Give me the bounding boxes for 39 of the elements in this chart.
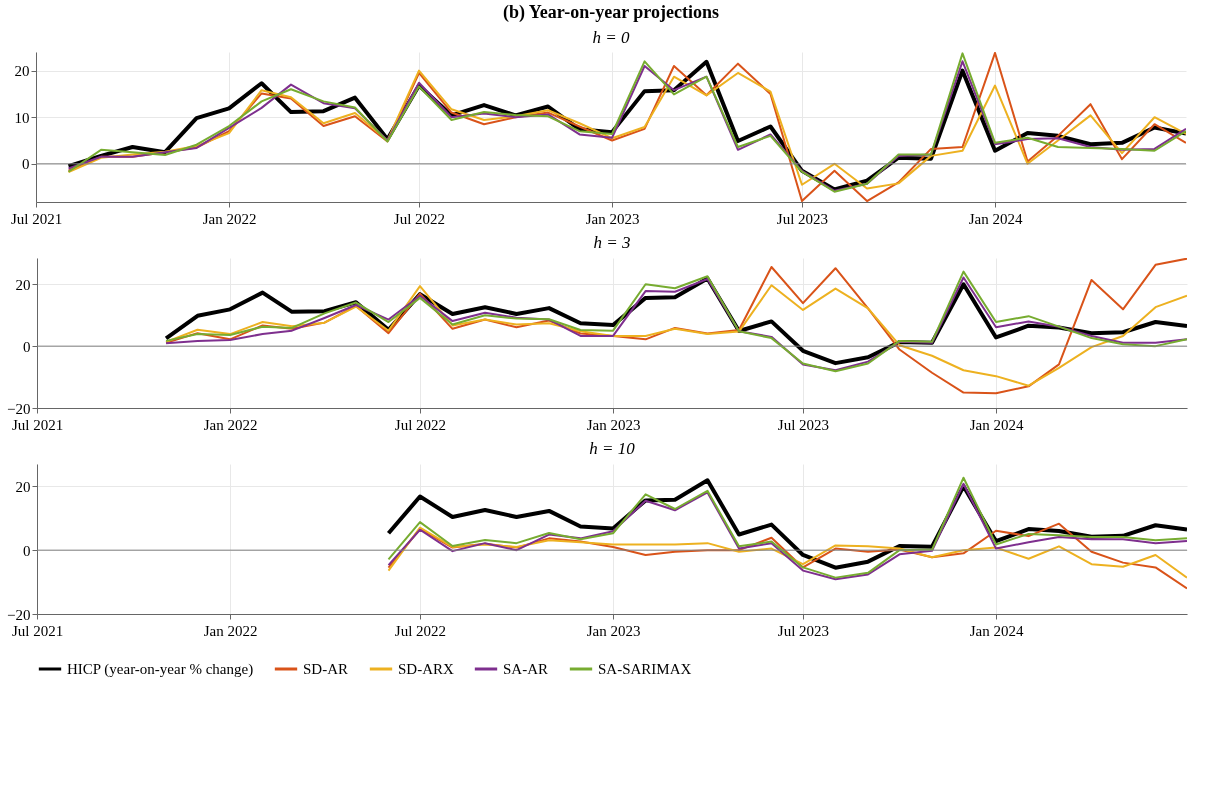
x-tick-label: Jul 2022 xyxy=(393,210,446,227)
x-tick-label: Jul 2021 xyxy=(11,622,64,639)
y-tick-label: 10 xyxy=(14,109,30,126)
legend-label: SD-AR xyxy=(303,661,349,677)
x-tick-label: Jan 2022 xyxy=(203,622,258,639)
line-series xyxy=(387,526,1187,579)
legend-label: SD-ARX xyxy=(398,661,455,677)
x-tick-label: Jan 2023 xyxy=(586,416,641,433)
x-tick-label: Jul 2022 xyxy=(394,622,447,639)
chart-title: h = 3 xyxy=(593,233,631,252)
y-tick-label: 0 xyxy=(23,542,31,559)
y-tick-label: 0 xyxy=(23,338,31,355)
chart-title: (b) Year-on-year projections xyxy=(503,2,719,23)
x-tick-label: Jan 2023 xyxy=(585,210,640,227)
legend-label: SA-SARIMAX xyxy=(598,661,692,677)
x-tick-label: Jul 2023 xyxy=(776,210,829,227)
x-tick-label: Jan 2024 xyxy=(969,416,1024,433)
y-tick-label: 20 xyxy=(15,478,31,495)
y-tick-label: 20 xyxy=(15,276,31,293)
x-tick-label: Jan 2023 xyxy=(586,622,641,639)
chart-title: h = 10 xyxy=(589,439,636,458)
chart-subtitle: h = 0 xyxy=(592,28,630,47)
line-series xyxy=(165,284,1187,387)
x-tick-label: Jul 2021 xyxy=(11,416,64,433)
x-tick-label: Jul 2022 xyxy=(394,416,447,433)
x-tick-label: Jul 2021 xyxy=(10,210,63,227)
x-tick-label: Jan 2024 xyxy=(969,622,1024,639)
y-tick-label: −20 xyxy=(7,400,31,417)
x-tick-label: Jan 2024 xyxy=(968,210,1023,227)
line-series xyxy=(387,522,1187,590)
x-tick-label: Jan 2022 xyxy=(203,416,258,433)
x-tick-label: Jul 2023 xyxy=(777,416,830,433)
y-tick-label: 0 xyxy=(22,156,30,173)
x-tick-label: Jul 2023 xyxy=(777,622,830,639)
x-tick-label: Jan 2022 xyxy=(202,210,257,227)
legend-label: HICP (year-on-year % change) xyxy=(67,661,254,678)
y-tick-label: −20 xyxy=(7,606,31,623)
y-tick-label: 20 xyxy=(14,63,30,80)
legend-label: SA-AR xyxy=(503,661,549,677)
